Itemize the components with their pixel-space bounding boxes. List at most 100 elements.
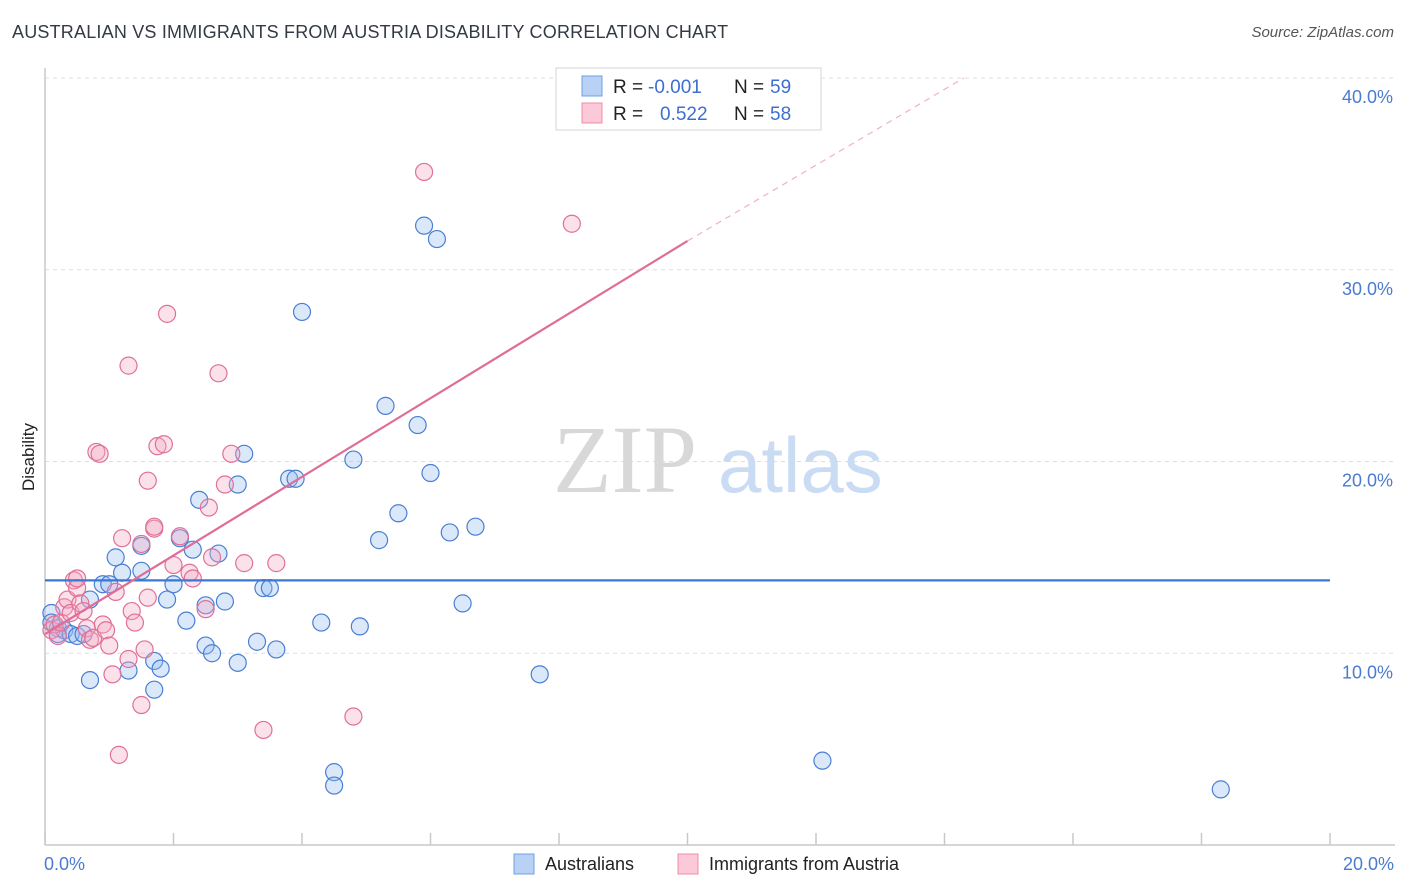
austria-point-29	[132, 695, 151, 715]
austria-point-24	[119, 649, 138, 669]
bottom-legend-label-australians: Australians	[545, 854, 634, 874]
austria-point-17	[93, 615, 112, 634]
y-axis-tick-labels: 10.0% 20.0% 30.0% 40.0%	[1342, 87, 1393, 682]
australians-point-26	[196, 596, 215, 615]
australians-point-25	[190, 490, 209, 509]
australians-point-57	[813, 751, 832, 770]
australians-point-28	[202, 644, 222, 663]
legend: R = -0.001 N = 59 R = 0.522 N = 58	[555, 67, 822, 131]
y-axis-label: Disability	[19, 422, 38, 491]
australians-point-20	[157, 590, 177, 609]
australians-point-30	[215, 592, 234, 611]
source-label: Source: ZipAtlas.com	[1251, 24, 1394, 41]
data-points	[42, 162, 1230, 799]
legend-n-value-2: 58	[770, 104, 791, 125]
bottom-legend-swatch-austria	[677, 853, 699, 875]
austria-point-20	[103, 665, 122, 684]
austria-point-48	[235, 554, 254, 573]
australians-point-56	[530, 665, 549, 684]
x-tick-label-max: 20.0%	[1343, 854, 1394, 874]
legend-r-label-1: R =	[613, 77, 643, 98]
austria-point-41	[183, 569, 202, 588]
australians-point-50	[414, 216, 434, 235]
austria-point-27	[125, 613, 145, 632]
x-axis-ticks	[44, 833, 1331, 845]
austria-point-13	[80, 630, 100, 649]
australians-point-41	[312, 613, 331, 632]
legend-swatch-austria	[581, 102, 603, 124]
australians-point-49	[408, 415, 427, 435]
australians-point-12	[112, 563, 132, 582]
australians-point-31	[228, 653, 247, 672]
australians-point-40	[292, 302, 312, 322]
austria-point-47	[222, 444, 241, 463]
austria-point-23	[112, 529, 132, 548]
austria-point-32	[138, 588, 157, 607]
austria-point-45	[209, 364, 228, 383]
trend-lines	[44, 77, 1330, 636]
australians-point-32	[228, 475, 247, 494]
australians-point-21	[164, 575, 183, 594]
austria-point-22	[109, 745, 128, 764]
austria-point-9	[68, 569, 87, 588]
y-tick-label-30: 30.0%	[1342, 279, 1393, 299]
austria-point-53	[562, 214, 581, 233]
austria-point-39	[170, 527, 190, 546]
australians-point-45	[350, 617, 369, 636]
australians-point-48	[389, 504, 408, 523]
australians-point-54	[453, 594, 472, 613]
austria-point-28	[132, 534, 151, 554]
bottom-legend-label-austria: Immigrants from Austria	[709, 854, 900, 874]
chart-title: AUSTRALIAN VS IMMIGRANTS FROM AUSTRIA DI…	[12, 22, 729, 42]
austria-point-31	[138, 471, 157, 490]
australians-point-55	[466, 517, 485, 536]
watermark-zip: ZIP	[553, 406, 697, 513]
legend-r-value-1: -0.001	[648, 77, 702, 98]
y-tick-label-20: 20.0%	[1342, 471, 1393, 491]
austria-point-15	[87, 442, 106, 462]
austria-trend-extension	[687, 77, 965, 242]
austria-point-30	[135, 640, 154, 659]
australians-point-23	[177, 611, 196, 630]
austria-point-26	[122, 601, 141, 621]
austria-point-19	[100, 636, 119, 655]
austria-point-34	[145, 517, 164, 536]
austria-trend-line	[44, 240, 689, 636]
australians-point-58	[1211, 780, 1230, 799]
austria-point-52	[414, 162, 434, 182]
austria-point-44	[202, 548, 222, 567]
y-tick-label-10: 10.0%	[1342, 662, 1393, 682]
legend-r-label-2: R =	[613, 104, 643, 125]
australians-point-46	[370, 531, 389, 550]
australians-point-52	[427, 229, 447, 249]
watermark-atlas: atlas	[718, 421, 883, 509]
austria-point-35	[148, 437, 167, 456]
australians-point-36	[260, 578, 279, 598]
australians-point-11	[106, 548, 125, 567]
legend-r-value-2: 0.522	[660, 104, 708, 125]
x-tick-label-min: 0.0%	[44, 854, 85, 874]
australians-point-51	[421, 463, 440, 483]
legend-swatch-australians	[581, 75, 603, 97]
australians-point-33	[235, 444, 254, 463]
austria-point-50	[267, 554, 286, 573]
austria-point-18	[96, 621, 116, 640]
australians-point-16	[80, 670, 100, 690]
australians-point-44	[344, 450, 363, 469]
australians-point-42	[325, 763, 344, 782]
legend-n-value-1: 59	[770, 77, 791, 98]
austria-point-46	[215, 475, 234, 494]
austria-point-43	[199, 498, 218, 517]
austria-point-49	[254, 720, 273, 740]
austria-point-16	[90, 444, 109, 463]
austria-point-25	[119, 356, 138, 375]
austria-point-51	[344, 707, 363, 726]
legend-n-label-2: N =	[734, 104, 764, 125]
australians-point-19	[151, 659, 170, 678]
bottom-legend: Australians Immigrants from Austria	[513, 853, 900, 875]
y-tick-label-40: 40.0%	[1342, 87, 1393, 107]
legend-n-label-1: N =	[734, 77, 764, 98]
austria-point-36	[154, 435, 173, 454]
australians-point-34	[247, 632, 267, 651]
